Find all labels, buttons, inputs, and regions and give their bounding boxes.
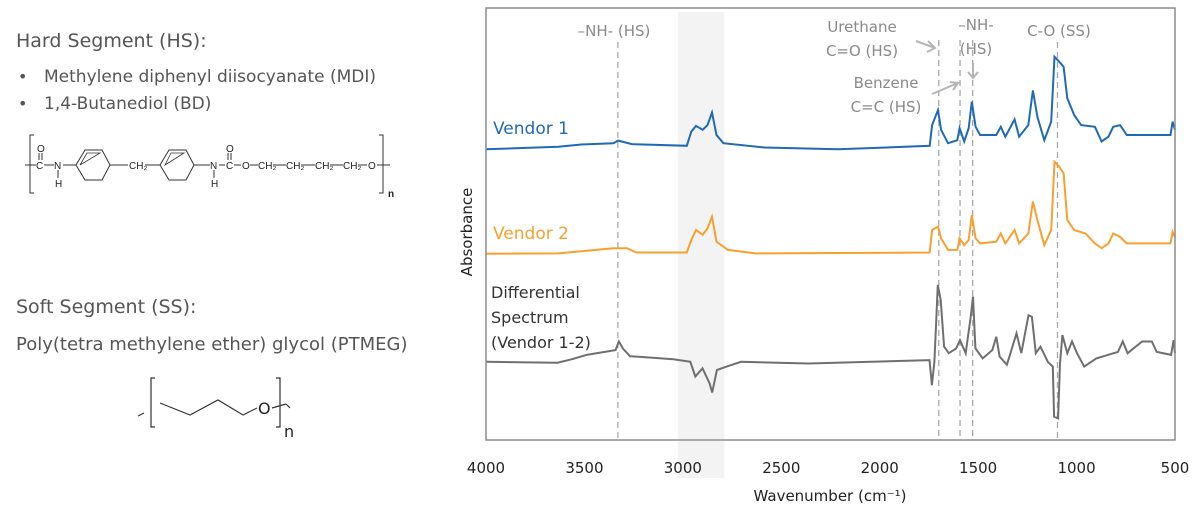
bullet-icon: •: [18, 67, 27, 86]
ss-repeat-label: n: [284, 422, 294, 441]
soft-segment-title: Soft Segment (SS):: [16, 296, 196, 318]
annotation-urethane: C=O (HS): [826, 42, 898, 60]
x-tick-label: 1500: [959, 459, 997, 477]
structure-atom-label: CH₂: [315, 161, 333, 172]
ss-oxygen-label: O: [258, 399, 271, 418]
x-tick-label: 1000: [1057, 459, 1095, 477]
ftir-chart: 4000 3500 3000 2500 2000 1500 1000 500 Wavenumb…: [458, 7, 1189, 505]
annotation-benzene: Benzene: [854, 74, 919, 92]
annotation-urethane: Urethane: [827, 18, 896, 36]
annotation-nh-1528: (HS): [960, 40, 993, 58]
annotation-co: C-O (SS): [1027, 22, 1091, 40]
soft-segment-structure: [137, 377, 291, 428]
structure-atom-label: n: [388, 189, 394, 200]
series-line-vendor-1: [485, 54, 1176, 151]
hard-segment-atom-labels: C O N H CH₂ N H C O O CH₂ CH₂ CH₂ CH₂ O …: [36, 144, 394, 200]
soft-segment-item-ptmeg: Poly(tetra methylene ether) glycol (PTME…: [16, 334, 407, 355]
left-panel: Hard Segment (HS): • Methylene diphenyl …: [16, 30, 407, 441]
annotations: –NH- (HS) Urethane C=O (HS) –NH- (HS) Be…: [578, 16, 1091, 116]
series-label-differential: Spectrum: [491, 308, 569, 327]
annotation-nh-1528: –NH-: [958, 16, 993, 34]
structure-atom-label: H: [55, 179, 62, 190]
y-axis-label: Absorbance: [458, 188, 476, 277]
x-tick-label: 3000: [664, 459, 702, 477]
arrow-icon: [967, 63, 979, 80]
series-label-differential: (Vendor 1-2): [491, 333, 591, 352]
structure-atom-label: C: [36, 161, 43, 172]
hard-segment-structure: [25, 134, 390, 194]
arrow-icon: [931, 81, 960, 95]
x-tick-labels: 4000 3500 3000 2500 2000 1500 1000 500: [467, 459, 1189, 477]
structure-atom-label: CH₂: [129, 161, 147, 172]
structure-atom-label: CH₂: [258, 161, 276, 172]
structure-atom-label: O: [37, 144, 45, 155]
bullet-icon: •: [18, 94, 27, 113]
hard-segment-item-mdi: Methylene diphenyl diisocyanate (MDI): [44, 67, 376, 87]
structure-atom-label: O: [226, 144, 234, 155]
x-tick-label: 500: [1161, 459, 1190, 477]
structure-atom-label: O: [242, 161, 250, 172]
series-labels: Vendor 1 Vendor 2 Differential Spectrum …: [491, 119, 591, 352]
series-line-vendor-2: [485, 159, 1176, 255]
structure-atom-label: CH₂: [343, 161, 361, 172]
annotation-nh-3330: –NH- (HS): [578, 22, 651, 40]
structure-atom-label: C: [226, 161, 233, 172]
x-axis-label: Wavenumber (cm⁻¹): [754, 487, 907, 505]
series-label-vendor-1: Vendor 1: [493, 119, 569, 139]
annotation-benzene: C=C (HS): [851, 98, 922, 116]
structure-atom-label: N: [54, 161, 61, 172]
spectra: [485, 54, 1176, 420]
series-label-differential: Differential: [491, 283, 580, 302]
x-tick-label: 3500: [565, 459, 603, 477]
highlight-band: [677, 12, 725, 478]
structure-atom-label: N: [210, 161, 217, 172]
x-tick-label: 4000: [467, 459, 505, 477]
x-tick-label: 2000: [861, 459, 899, 477]
arrow-icon: [915, 40, 937, 53]
series-line-differential: [485, 284, 1176, 420]
hard-segment-title: Hard Segment (HS):: [16, 30, 207, 52]
structure-atom-label: CH₂: [286, 161, 304, 172]
hard-segment-item-bd: 1,4-Butanediol (BD): [44, 94, 211, 114]
structure-atom-label: O: [368, 161, 376, 172]
series-label-vendor-2: Vendor 2: [493, 224, 569, 244]
plot-frame: [485, 7, 1176, 441]
structure-atom-label: H: [211, 179, 218, 190]
x-tick-label: 2500: [762, 459, 800, 477]
